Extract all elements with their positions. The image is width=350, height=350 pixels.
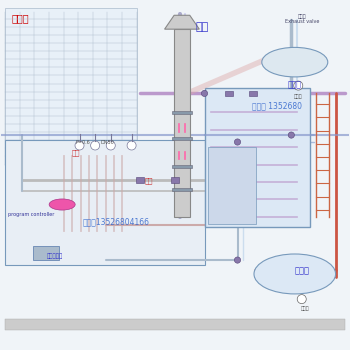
Text: 王金坪 1352680: 王金坪 1352680	[252, 101, 302, 110]
Text: 参数表: 参数表	[12, 14, 29, 23]
Bar	[249, 91, 257, 96]
Bar	[171, 177, 179, 183]
Text: 膨胀罐: 膨胀罐	[288, 80, 302, 89]
Circle shape	[75, 141, 84, 150]
Bar	[33, 246, 59, 260]
Bar	[172, 111, 192, 114]
Circle shape	[127, 141, 136, 150]
Circle shape	[294, 81, 303, 90]
Polygon shape	[164, 15, 199, 29]
Circle shape	[91, 141, 100, 150]
Text: program controller: program controller	[8, 212, 55, 217]
Bar	[208, 147, 255, 224]
Bar	[5, 8, 137, 168]
Ellipse shape	[49, 199, 75, 210]
Text: 烟囱: 烟囱	[196, 22, 209, 32]
Circle shape	[234, 257, 241, 263]
Bar	[5, 319, 345, 329]
Text: 温度计: 温度计	[294, 94, 303, 99]
Ellipse shape	[254, 254, 336, 294]
Circle shape	[106, 141, 115, 150]
Bar	[172, 188, 192, 191]
Text: P=0.6: P=0.6	[76, 140, 90, 145]
Circle shape	[297, 295, 306, 304]
Text: 燃油: 燃油	[72, 149, 80, 156]
Bar	[172, 138, 192, 140]
Bar	[174, 29, 190, 217]
Bar	[172, 165, 192, 168]
Text: 燃油循环泵: 燃油循环泵	[47, 254, 63, 259]
Ellipse shape	[262, 47, 328, 77]
Circle shape	[288, 132, 294, 138]
Bar	[225, 91, 233, 96]
Bar	[136, 177, 145, 183]
Bar	[5, 140, 204, 265]
Text: 排气阀
Exhaust valve: 排气阀 Exhaust valve	[285, 14, 319, 25]
Text: 储油罐: 储油罐	[294, 266, 309, 275]
Circle shape	[234, 139, 241, 145]
Bar	[204, 88, 310, 227]
Text: 充油: 充油	[145, 177, 153, 183]
Text: 温度计: 温度计	[301, 306, 309, 311]
Circle shape	[201, 90, 208, 97]
Text: DN50: DN50	[100, 140, 114, 145]
Text: 王金坪13526804166: 王金坪13526804166	[83, 217, 149, 226]
